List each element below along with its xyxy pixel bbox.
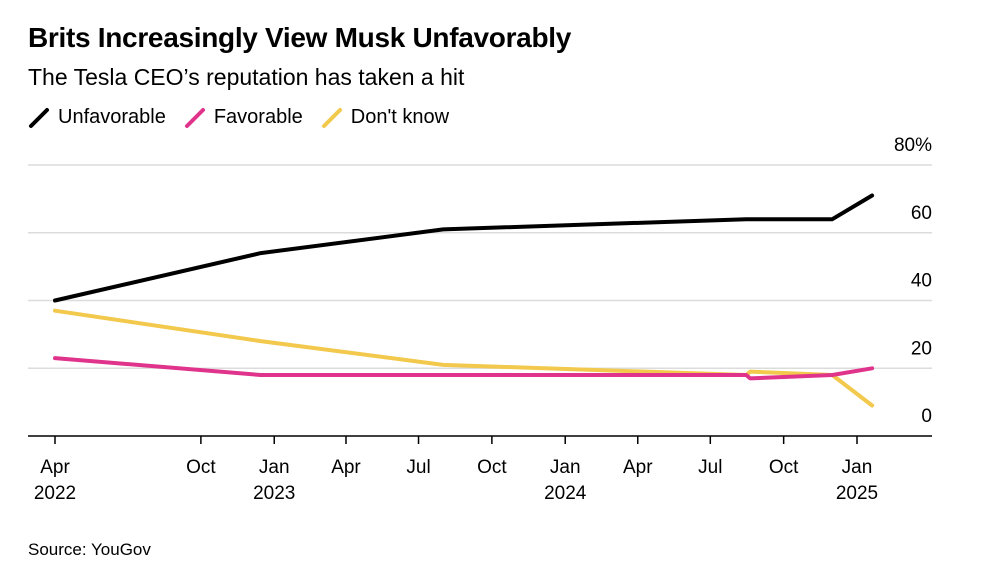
- x-tick-label-5: Oct: [477, 457, 507, 478]
- x-tick-year-0: 2022: [34, 483, 76, 504]
- legend-swatch-favorable: [184, 107, 205, 128]
- chart-title: Brits Increasingly View Musk Unfavorably: [28, 22, 572, 53]
- legend: Unfavorable Favorable Don't know: [28, 106, 467, 129]
- x-tick-label-0: Apr: [40, 457, 70, 478]
- legend-label-favorable: Favorable: [213, 106, 303, 128]
- x-tick-label-1: Oct: [186, 457, 216, 478]
- legend-swatch-unfavorable: [29, 107, 49, 128]
- legend-item-unfavorable: Unfavorable: [28, 106, 166, 129]
- series-line-unfavorable: [53, 193, 875, 303]
- x-tick-label-4: Jul: [406, 457, 430, 478]
- x-tick-label-9: Oct: [769, 457, 799, 478]
- y-tick-label-60: 60: [911, 203, 932, 224]
- legend-label-unfavorable: Unfavorable: [58, 106, 166, 128]
- y-tick-label-20: 20: [911, 338, 932, 359]
- x-tick-year-6: 2024: [544, 483, 587, 504]
- x-tick-year-10: 2025: [836, 483, 878, 504]
- x-tick-label-2: Jan: [259, 457, 290, 478]
- y-tick-label-40: 40: [911, 271, 932, 292]
- legend-item-dont-know: Don't know: [321, 106, 449, 129]
- x-tick-label-6: Jan: [550, 457, 581, 478]
- series-line-don-t-know: [53, 308, 875, 408]
- x-tick-label-8: Jul: [698, 457, 722, 478]
- legend-swatch-dont-know: [321, 107, 342, 128]
- x-tick-year-2: 2023: [253, 483, 295, 504]
- x-tick-label-3: Apr: [331, 457, 361, 478]
- x-tick-label-7: Apr: [623, 457, 653, 478]
- series-line-favorable: [53, 356, 875, 381]
- chart-subtitle: The Tesla CEO’s reputation has taken a h…: [28, 64, 465, 90]
- y-tick-label-80: 80%: [894, 135, 932, 156]
- y-tick-label-0: 0: [921, 406, 932, 427]
- legend-item-favorable: Favorable: [184, 106, 303, 129]
- source-note: Source: YouGov: [28, 540, 151, 559]
- legend-label-dont-know: Don't know: [350, 106, 450, 128]
- x-tick-label-10: Jan: [842, 457, 873, 478]
